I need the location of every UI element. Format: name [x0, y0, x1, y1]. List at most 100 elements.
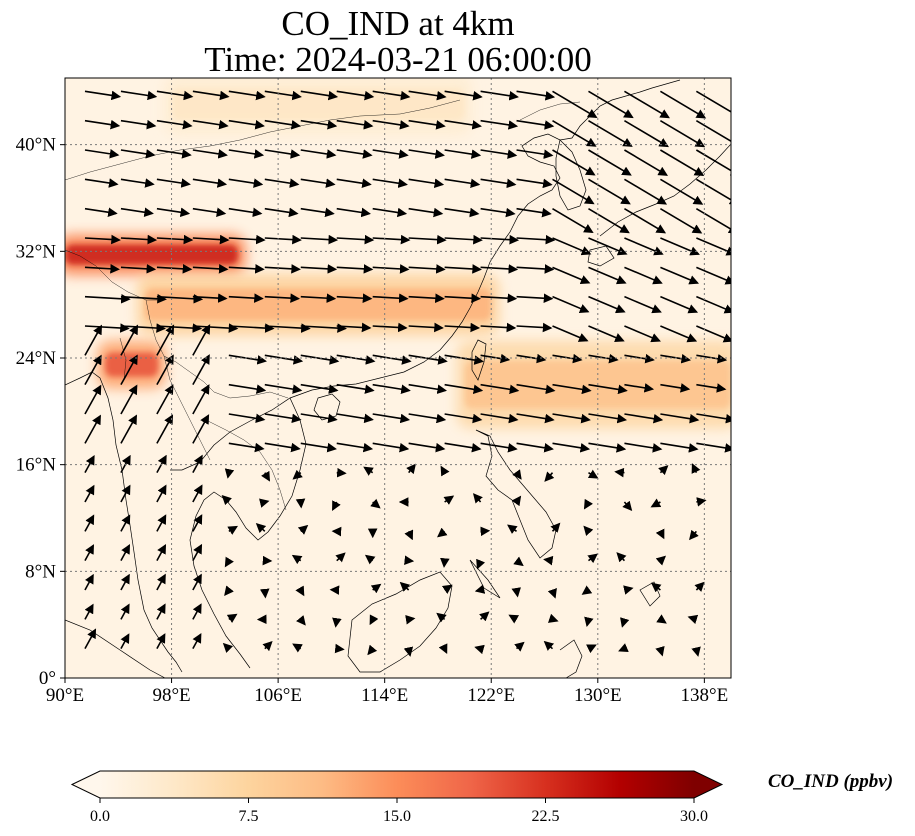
wind-arrow: [192, 514, 203, 532]
wind-arrow: [84, 414, 101, 444]
wind-arrow: [264, 234, 302, 245]
wind-arrow: [480, 90, 519, 101]
wind-arrow: [650, 498, 662, 508]
wind-arrow: [552, 266, 591, 285]
wind-arrow: [336, 383, 375, 394]
wind-arrow: [441, 584, 453, 594]
wind-arrow: [84, 354, 102, 386]
wind-arrow: [408, 119, 446, 130]
wind-arrow: [192, 484, 203, 503]
wind-arrow: [192, 324, 211, 356]
wind-arrow: [156, 119, 193, 130]
wind-arrow: [372, 207, 408, 218]
wind-arrow: [624, 90, 670, 119]
wind-arrow: [474, 644, 485, 655]
wind-arrow: [192, 178, 228, 188]
wind-arrow: [660, 266, 700, 285]
wind-arrow: [408, 442, 446, 453]
wind-arrow: [264, 90, 302, 101]
wind-arrow: [156, 264, 193, 274]
chart-title-line2: Time: 2024-03-21 06:00:00: [204, 40, 592, 79]
wind-arrow: [84, 484, 95, 503]
wind-arrow: [588, 383, 628, 395]
wind-arrow: [624, 207, 667, 234]
wind-arrow: [336, 442, 374, 453]
concentration-core: [171, 88, 465, 121]
wind-arrow: [588, 442, 627, 453]
wind-vectors: [84, 90, 731, 657]
wind-arrow: [228, 178, 264, 188]
wind-arrow: [513, 556, 524, 567]
wind-arrow: [659, 207, 703, 234]
wind-arrow: [363, 466, 374, 476]
colorbar-tick-label: 7.5: [239, 808, 259, 825]
wind-arrow: [695, 90, 731, 113]
wind-arrow: [156, 293, 204, 304]
gridlines: [65, 78, 731, 678]
wind-arrow: [624, 149, 669, 176]
colorbar-tick-label: 15.0: [383, 808, 411, 825]
wind-arrow: [588, 90, 634, 119]
wind-arrow: [192, 354, 210, 386]
wind-arrow: [264, 119, 302, 130]
wind-arrow: [651, 582, 662, 593]
wind-arrow: [156, 514, 167, 532]
wind-arrow: [228, 413, 266, 424]
map-area: [65, 78, 731, 678]
wind-arrow: [156, 149, 192, 159]
wind-arrow: [406, 463, 416, 475]
wind-arrow: [444, 178, 481, 189]
wind-arrow: [336, 234, 375, 245]
colorbar-extend-min: [72, 771, 100, 798]
colorbar: 0.0 7.5 15.0 22.5 30.0: [70, 770, 724, 825]
wind-arrow: [372, 413, 411, 424]
wind-arrow: [480, 293, 518, 304]
wind-arrow: [437, 527, 448, 538]
wind-arrow: [228, 354, 267, 365]
wind-arrow: [696, 442, 731, 453]
wind-arrow: [516, 293, 554, 304]
x-tick-label: 138°E: [681, 685, 729, 706]
wind-arrow: [300, 413, 338, 424]
wind-arrow: [120, 384, 138, 415]
wind-arrow: [480, 322, 517, 333]
wind-arrow: [655, 555, 667, 566]
wind-arrow: [369, 614, 379, 626]
wind-arrow: [156, 178, 191, 188]
wind-arrow: [84, 234, 121, 245]
wind-arrow: [695, 119, 731, 148]
wind-arrow: [372, 293, 409, 303]
wind-arrow: [552, 119, 597, 147]
wind-arrow: [696, 325, 731, 343]
wind-arrow: [192, 90, 230, 101]
wind-arrow: [552, 383, 592, 395]
wind-arrow: [120, 149, 156, 159]
wind-arrow: [696, 295, 731, 314]
wind-arrow: [695, 207, 731, 234]
wind-arrow: [84, 119, 121, 130]
wind-arrow: [474, 584, 486, 594]
wind-arrow: [120, 414, 137, 444]
wind-arrow: [587, 469, 599, 479]
wind-arrow: [297, 524, 309, 535]
wind-arrow: [300, 149, 337, 159]
y-tick-label: 16°N: [16, 455, 57, 476]
wind-arrow: [408, 149, 445, 159]
wind-arrow: [480, 149, 518, 159]
wind-arrow: [696, 413, 731, 424]
wind-arrow: [550, 522, 561, 533]
wind-arrow: [516, 149, 554, 159]
wind-arrow: [192, 323, 239, 333]
wind-arrow: [659, 178, 704, 205]
wind-arrow: [511, 587, 521, 598]
wind-arrow: [264, 442, 301, 453]
wind-arrow: [659, 119, 706, 148]
wind-arrow: [552, 237, 592, 256]
wind-arrow: [588, 178, 631, 205]
wind-arrow: [695, 149, 731, 177]
wind-arrow: [516, 178, 553, 189]
wind-arrow: [156, 543, 167, 562]
wind-arrow: [624, 295, 662, 314]
wind-arrow: [372, 264, 410, 274]
